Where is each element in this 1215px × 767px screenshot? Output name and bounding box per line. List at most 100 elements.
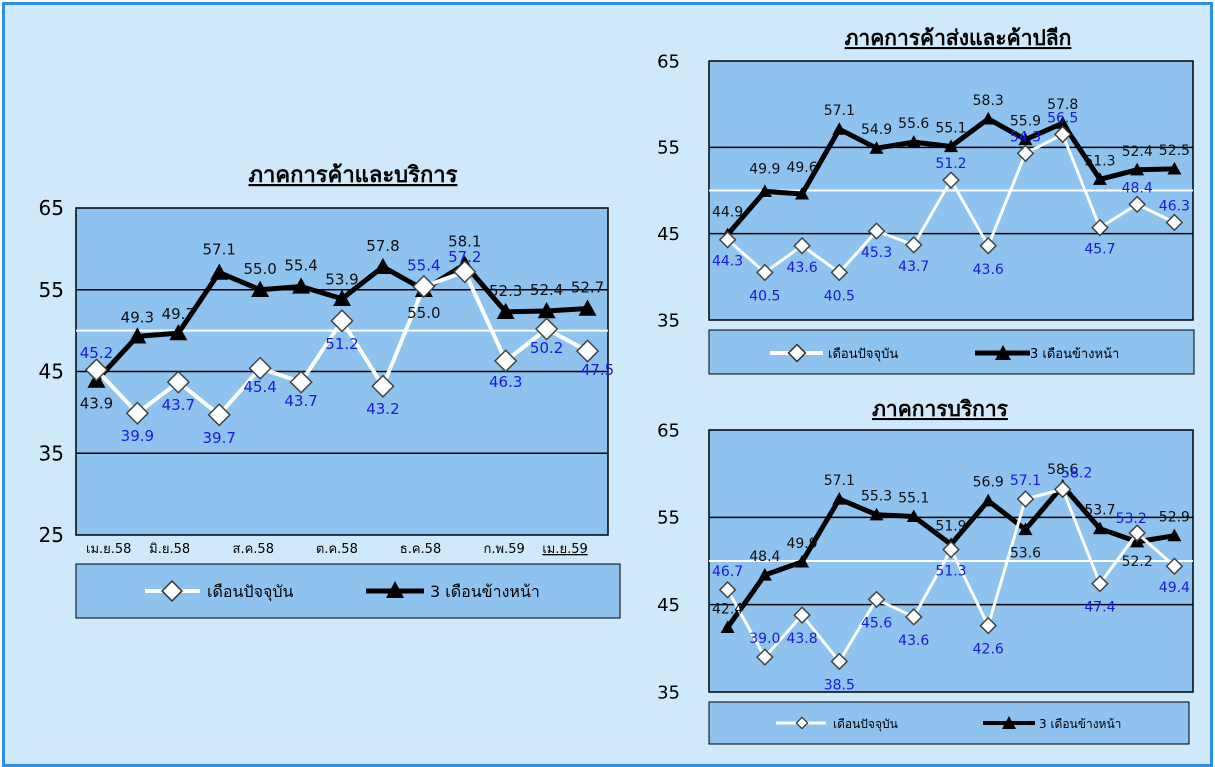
current-point: [248, 356, 272, 380]
current-point: [830, 652, 849, 671]
current-data-label: 39.9: [121, 427, 154, 445]
next3-point: [906, 509, 921, 523]
current-data-label: 56.5: [1047, 110, 1078, 126]
legend-triangle-marker: [386, 581, 404, 598]
current-point: [793, 606, 811, 624]
next3-data-label: 57.8: [366, 237, 399, 255]
next3-point: [757, 184, 772, 197]
y-tick-label: 25: [39, 523, 64, 547]
current-data-label: 58.2: [1061, 465, 1092, 481]
next3-data-label: 52.2: [1122, 554, 1153, 570]
legend-next3-label-2: 3 เดือนข้างหน้า: [1030, 346, 1119, 362]
next3-data-label: 57.1: [203, 241, 236, 259]
current-point: [84, 358, 109, 382]
current-point: [1165, 213, 1184, 232]
next3-point: [757, 567, 772, 581]
y-tick-label: 55: [657, 508, 680, 529]
y-tick-label: 65: [657, 420, 680, 441]
current-data-label: 43.6: [898, 633, 929, 649]
next3-point: [537, 302, 556, 319]
next3-data-label: 57.1: [824, 473, 855, 489]
y-tick-label: 45: [657, 595, 680, 616]
current-data-label: 46.7: [712, 564, 743, 580]
current-point: [718, 580, 737, 599]
x-tick-label: ส.ค.58: [233, 542, 274, 557]
current-point: [453, 260, 477, 284]
left-chart-legend: เดือนปัจจุบัน 3 เดือนข้างหน้า: [75, 563, 621, 619]
current-point: [756, 648, 774, 666]
next3-point: [1018, 522, 1033, 536]
current-data-label: 57.2: [448, 248, 481, 266]
next3-point: [1092, 521, 1107, 535]
next3-point: [1130, 162, 1145, 176]
next3-data-label: 53.9: [325, 271, 358, 289]
current-data-label: 45.7: [1084, 242, 1115, 258]
next3-data-label: 52.5: [1159, 143, 1190, 159]
y-tick-label: 45: [39, 360, 64, 384]
current-data-label: 45.6: [861, 615, 892, 631]
next3-data-label: 58.6: [1047, 462, 1078, 478]
next3-point: [795, 554, 810, 568]
current-data-label: 47.5: [581, 361, 614, 379]
current-data-label: 43.6: [786, 260, 817, 276]
next3-data-label: 52.9: [1159, 510, 1190, 526]
current-point: [904, 608, 923, 626]
next3-data-label: 58.3: [973, 93, 1004, 109]
next3-data-label: 52.3: [489, 282, 522, 300]
current-data-label: 48.4: [1122, 180, 1153, 196]
next3-data-label: 53.6: [1010, 546, 1041, 562]
current-point: [1091, 574, 1109, 593]
next3-data-label: 55.1: [898, 490, 929, 506]
next3-point: [869, 141, 884, 154]
x-tick-label: เม.ย.58: [86, 542, 131, 557]
next3-data-label: 49.7: [162, 305, 195, 323]
legend-next3-label-3: 3 เดือนข้างหน้า: [1039, 717, 1121, 731]
current-data-label: 51.2: [325, 335, 358, 353]
current-data-label: 39.7: [203, 429, 236, 447]
current-data-label: 43.7: [284, 392, 317, 410]
current-point: [1165, 557, 1184, 576]
current-point: [1053, 125, 1072, 144]
current-data-label: 43.7: [162, 396, 195, 414]
current-data-label: 43.8: [786, 631, 817, 647]
current-point: [793, 236, 811, 255]
current-data-label: 51.2: [935, 156, 966, 172]
next3-point: [1167, 161, 1182, 175]
next3-point: [981, 493, 996, 507]
x-tick-label: เม.ย.59: [542, 542, 587, 557]
current-point: [534, 317, 559, 341]
current-point: [979, 236, 998, 255]
service-chart-title: ภาคการบริการ: [872, 397, 1009, 421]
next3-point: [832, 491, 847, 505]
current-point: [330, 309, 354, 333]
wholesale-chart-title: ภาคการค้าส่งและค้าปลีก: [845, 26, 1072, 50]
next3-point: [292, 277, 311, 294]
next3-data-label: 48.4: [749, 549, 780, 565]
next3-data-label: 52.4: [1122, 144, 1153, 160]
current-data-label: 40.5: [824, 289, 855, 305]
current-point: [942, 540, 960, 559]
y-tick-label: 65: [39, 196, 64, 220]
next3-point: [832, 122, 847, 135]
service-chart: 35 45 55 65 42.4 48.4 49.9 57.1 55.3 55.1 51.9 56.9…: [657, 420, 1194, 703]
next3-point: [251, 280, 270, 297]
current-data-label: 46.3: [489, 373, 522, 391]
x-tick-label: มิ.ย.58: [149, 542, 190, 557]
current-data-label: 57.1: [1010, 473, 1041, 489]
next3-data-label: 56.9: [973, 475, 1004, 491]
service-chart-legend: เดือนปัจจุบัน 3 เดือนข้างหน้า: [708, 701, 1190, 745]
next3-data-label: 53.7: [1084, 503, 1115, 519]
current-data-label: 46.3: [1159, 198, 1190, 214]
x-tick-label: ธ.ค.58: [400, 542, 441, 557]
next3-data-label: 42.4: [712, 601, 743, 617]
next3-point: [1018, 132, 1033, 146]
next3-point: [373, 257, 392, 275]
current-data-label: 45.4: [243, 378, 276, 396]
legend-current-label-3: เดือนปัจจุบัน: [833, 717, 898, 732]
current-data-label: 43.7: [898, 259, 929, 275]
next3-point: [944, 139, 958, 153]
current-data-label: 55.4: [407, 256, 440, 274]
next3-point: [1092, 172, 1107, 185]
current-point: [125, 401, 150, 425]
